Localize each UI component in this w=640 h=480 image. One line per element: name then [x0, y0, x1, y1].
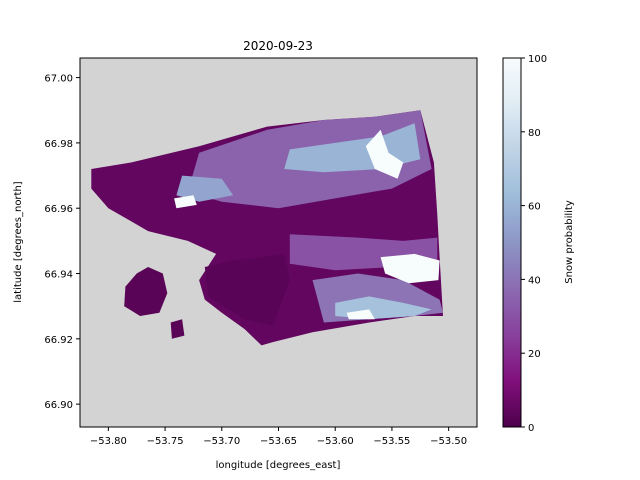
region-central-island	[204, 253, 290, 326]
region-snow-patch-ne	[365, 129, 404, 179]
y-tick-label: 66.98	[44, 139, 73, 150]
colorbar	[502, 57, 522, 428]
x-tick-label: −53.70	[203, 436, 240, 447]
y-tick-label: 66.92	[44, 335, 73, 346]
chart-title: 2020-09-23	[243, 39, 313, 53]
y-tick-label: 66.90	[44, 400, 73, 411]
y-axis: 66.90 66.92 66.94 66.96 66.98 67.00	[44, 74, 80, 411]
region-small-island	[170, 319, 185, 339]
region-mid-band-light	[176, 175, 234, 202]
x-tick-label: −53.55	[373, 436, 410, 447]
y-axis-label: latitude [degrees_north]	[13, 181, 24, 303]
colorbar-tick-label: 0	[528, 423, 534, 434]
y-tick-label: 66.96	[44, 204, 73, 215]
region-snow-patch-s	[346, 309, 375, 320]
colorbar-label: Snow probability	[564, 200, 575, 284]
x-tick-label: −53.65	[260, 436, 297, 447]
region-snow-patch-e	[380, 253, 440, 284]
y-tick-label: 66.94	[44, 270, 73, 281]
x-axis-label: longitude [degrees_east]	[216, 460, 341, 471]
y-tick-label: 67.00	[44, 74, 73, 85]
colorbar-tick-label: 60	[528, 202, 541, 213]
x-axis: −53.80 −53.75 −53.70 −53.65 −53.60 −53.55 −53.…	[90, 427, 467, 447]
colorbar-tick-label: 100	[528, 54, 547, 65]
heatmap-layer	[91, 110, 444, 346]
colorbar-tick-label: 20	[528, 349, 541, 360]
x-tick-label: −53.50	[430, 436, 467, 447]
region-snow-patch-w	[174, 195, 197, 209]
colorbar-ticks: 0 20 40 60 80 100	[521, 54, 547, 434]
colorbar-tick-label: 80	[528, 128, 541, 139]
x-tick-label: −53.80	[90, 436, 127, 447]
colorbar-tick-label: 40	[528, 275, 541, 286]
x-tick-label: −53.75	[147, 436, 184, 447]
region-western-islands	[124, 267, 168, 316]
x-tick-label: −53.60	[317, 436, 354, 447]
